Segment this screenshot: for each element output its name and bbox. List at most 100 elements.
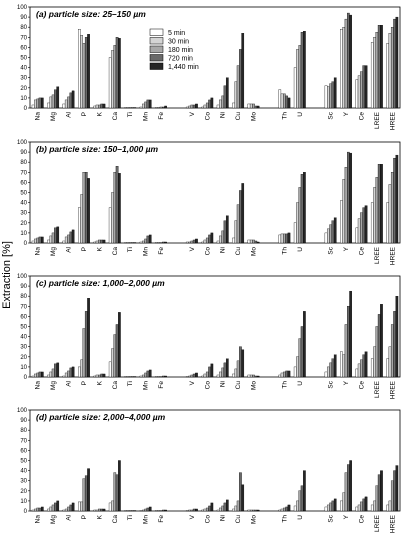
y-tick-label: 70 bbox=[20, 35, 27, 41]
bar-mo-1 bbox=[247, 103, 251, 109]
bar-mo-4 bbox=[254, 375, 258, 378]
bar-sc-4 bbox=[331, 358, 335, 378]
category-label: Th bbox=[281, 381, 288, 389]
bar-na-5 bbox=[40, 236, 44, 244]
bar-mn-3 bbox=[144, 372, 147, 378]
bar-ni-2 bbox=[219, 507, 222, 512]
category-label: Fe bbox=[158, 112, 165, 120]
category-label: Cu bbox=[235, 247, 242, 256]
y-tick-label: 100 bbox=[17, 5, 28, 11]
bar-mn-1 bbox=[139, 106, 143, 109]
y-tick-label: 30 bbox=[20, 345, 27, 351]
bar-al-5 bbox=[71, 90, 75, 109]
bar-y-5 bbox=[349, 152, 352, 244]
bar-sc-3 bbox=[329, 83, 332, 109]
y-tick-label: 50 bbox=[20, 325, 27, 331]
bar-p-3 bbox=[82, 478, 86, 512]
panel-1: 0 10 20 30 40 50 60 70 80 90 100 (a) particle size:… bbox=[17, 5, 401, 130]
bar-lree-2 bbox=[373, 346, 376, 378]
bar-mo-1 bbox=[247, 239, 251, 244]
bar-th-5 bbox=[287, 232, 291, 244]
category-label: P bbox=[81, 247, 88, 251]
bar-na-5 bbox=[40, 371, 44, 378]
category-label: LREE bbox=[374, 514, 381, 532]
y-tick-label: 100 bbox=[17, 408, 28, 414]
bar-lree-1 bbox=[370, 42, 374, 109]
bar-na-2 bbox=[34, 238, 37, 244]
bar-mo-3 bbox=[252, 239, 255, 244]
legend-entry: 720 min bbox=[168, 55, 193, 62]
bar-cu-4 bbox=[239, 49, 242, 109]
bar-mo-2 bbox=[249, 374, 253, 378]
category-label: Mo bbox=[251, 515, 258, 524]
y-tick-label: 90 bbox=[20, 150, 27, 156]
category-label: Ce bbox=[358, 515, 365, 524]
bar-p-1 bbox=[78, 207, 81, 244]
bar-p-4 bbox=[84, 475, 88, 512]
bar-ti-1 bbox=[124, 242, 127, 244]
bar-ce-1 bbox=[355, 506, 359, 512]
bar-al-1 bbox=[62, 509, 66, 512]
bar-mg-5 bbox=[56, 500, 60, 512]
y-tick-label: 10 bbox=[20, 96, 27, 102]
y-tick-label: 40 bbox=[20, 335, 27, 341]
category-label: Mn bbox=[143, 515, 150, 524]
bar-mn-2 bbox=[142, 103, 145, 109]
y-tick-label: 70 bbox=[20, 304, 27, 310]
bar-p-2 bbox=[80, 359, 83, 378]
y-tick-label: 100 bbox=[17, 140, 28, 146]
legend-swatch bbox=[149, 28, 164, 36]
bar-ti-3 bbox=[128, 376, 132, 378]
bar-al-3 bbox=[67, 506, 70, 512]
bar-u-1 bbox=[293, 67, 297, 109]
category-label: Ca bbox=[112, 112, 119, 121]
bar-lree-5 bbox=[380, 470, 383, 512]
bar-u-3 bbox=[298, 187, 302, 244]
category-label: Ni bbox=[220, 381, 227, 387]
bar-ca-1 bbox=[108, 502, 112, 512]
bar-ni-5 bbox=[225, 358, 229, 378]
bar-sc-2 bbox=[326, 504, 330, 512]
bar-ti-4 bbox=[131, 107, 134, 109]
bar-k-1 bbox=[93, 105, 97, 109]
category-label: Co bbox=[204, 112, 211, 121]
legend-entry: 5 min bbox=[168, 30, 185, 37]
bar-na-4 bbox=[38, 97, 42, 109]
bar-ce-3 bbox=[360, 71, 363, 109]
category-label: Y bbox=[343, 246, 350, 251]
y-tick-label: 20 bbox=[20, 489, 27, 495]
bar-ti-1 bbox=[124, 107, 127, 109]
bar-co-1 bbox=[201, 106, 205, 109]
y-tick-label: 80 bbox=[20, 160, 27, 166]
bar-mg-2 bbox=[49, 96, 53, 109]
bar-ce-2 bbox=[357, 504, 361, 512]
bar-th-5 bbox=[287, 97, 291, 109]
bar-mo-4 bbox=[254, 105, 258, 109]
y-tick-label: 0 bbox=[24, 375, 28, 381]
category-label: Al bbox=[66, 111, 73, 117]
bar-hree-1 bbox=[386, 358, 390, 378]
bar-mo-5 bbox=[256, 509, 260, 512]
bar-mo-4 bbox=[254, 509, 258, 512]
bar-fe-1 bbox=[155, 242, 158, 244]
category-label: K bbox=[96, 514, 103, 519]
bar-fe-3 bbox=[159, 106, 163, 109]
bar-u-5 bbox=[303, 470, 306, 512]
category-label: P bbox=[81, 515, 88, 519]
bar-co-3 bbox=[205, 371, 209, 378]
bar-th-2 bbox=[280, 508, 284, 512]
bar-sc-1 bbox=[324, 506, 328, 512]
bar-fe-1 bbox=[155, 510, 158, 512]
bar-na-5 bbox=[40, 506, 44, 512]
bar-lree-1 bbox=[370, 202, 374, 244]
bar-co-3 bbox=[205, 507, 209, 512]
panel-3: 0 10 20 30 40 50 60 70 80 90 100 (c) particle size:… bbox=[17, 274, 401, 399]
bar-ni-5 bbox=[225, 77, 229, 109]
bar-mg-3 bbox=[51, 232, 55, 244]
bar-ca-3 bbox=[113, 472, 117, 512]
bar-y-3 bbox=[344, 324, 348, 378]
bar-u-5 bbox=[303, 311, 306, 378]
bar-fe-5 bbox=[164, 105, 167, 109]
bar-co-2 bbox=[203, 239, 207, 244]
bar-mg-1 bbox=[47, 102, 50, 109]
